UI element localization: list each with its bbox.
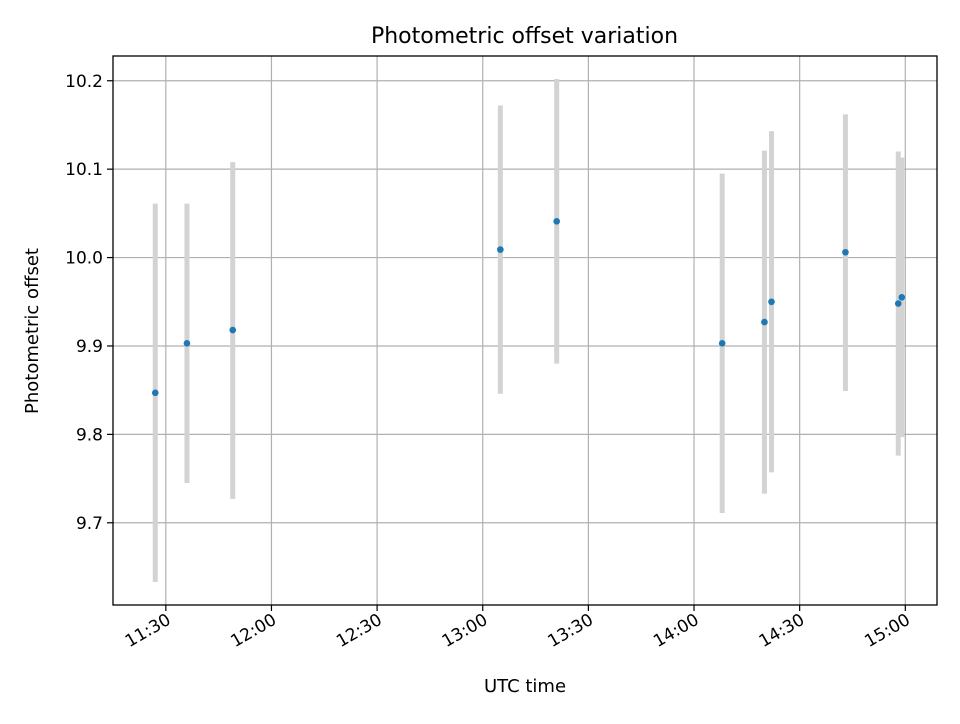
data-point	[768, 298, 775, 306]
y-tick-label: 10.1	[65, 160, 103, 180]
error-bars	[152, 78, 905, 583]
x-axis-label: UTC time	[484, 676, 566, 697]
y-axis-label: Photometric offset	[22, 248, 43, 414]
data-point	[761, 318, 768, 326]
x-tick-label: 13:30	[544, 610, 596, 652]
y-tick-label: 10.0	[65, 249, 103, 269]
x-tick-label: 14:30	[756, 610, 808, 652]
data-points	[151, 218, 906, 397]
chart-title: Photometric offset variation	[371, 24, 678, 49]
data-point	[497, 246, 504, 253]
data-point	[898, 294, 906, 301]
data-point	[718, 340, 726, 347]
data-point	[553, 218, 560, 225]
x-axis-ticks: 11:30 12:00 12:30 13:00 13:30 14:00 14:30 15:00	[122, 605, 914, 652]
data-point	[229, 326, 237, 334]
x-tick-label: 11:30	[122, 610, 174, 652]
y-tick-label: 9.9	[76, 337, 103, 357]
x-tick-label: 14:00	[650, 610, 702, 652]
data-point	[183, 340, 191, 347]
y-axis-ticks: 9.7 9.8 9.9 10.0 10.1 10.2	[65, 72, 113, 534]
data-point	[894, 300, 902, 307]
x-tick-label: 13:00	[439, 610, 491, 652]
x-tick-label: 15:00	[861, 610, 913, 652]
grid-lines	[113, 56, 937, 605]
data-point	[842, 248, 849, 256]
y-tick-label: 9.7	[76, 514, 103, 534]
plot-area-frame	[112, 55, 938, 606]
y-tick-label: 10.2	[65, 72, 103, 92]
x-tick-label: 12:30	[333, 610, 385, 652]
x-tick-label: 12:00	[228, 610, 280, 652]
y-tick-label: 9.8	[76, 425, 103, 445]
data-point	[151, 389, 159, 397]
